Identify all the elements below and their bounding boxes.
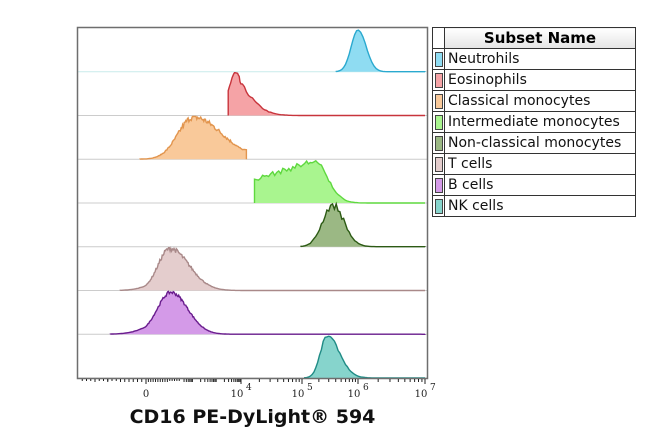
legend-swatch bbox=[434, 51, 443, 67]
legend-swatch-cell bbox=[432, 132, 445, 154]
histogram-fill bbox=[228, 72, 425, 116]
legend-row: Eosinophils bbox=[432, 69, 636, 91]
histogram-outline bbox=[253, 159, 425, 204]
legend-row: Non-classical monocytes bbox=[432, 132, 636, 154]
x-axis-ticks bbox=[81, 379, 426, 384]
histogram-outline bbox=[300, 201, 426, 248]
histogram-fill bbox=[139, 116, 247, 160]
legend-row: NK cells bbox=[432, 195, 636, 217]
legend-swatch bbox=[434, 114, 443, 130]
histogram-outline bbox=[227, 72, 425, 117]
plot-frame bbox=[76, 26, 429, 380]
legend-header-row: Subset Name bbox=[432, 27, 636, 49]
tick-label: 0 bbox=[143, 389, 149, 400]
tick-label-exponent: 7 bbox=[430, 383, 436, 393]
histogram-classical-monocytes bbox=[78, 115, 427, 160]
histogram-non-classical-monocytes bbox=[78, 201, 427, 248]
legend-label: Classical monocytes bbox=[444, 90, 636, 112]
tick-label-exponent: 4 bbox=[246, 383, 252, 393]
legend-swatch-cell bbox=[432, 174, 445, 196]
tick-label: 10 bbox=[231, 389, 244, 400]
legend-row: B cells bbox=[432, 174, 636, 196]
histogram-outline bbox=[109, 290, 426, 335]
legend-swatch-cell bbox=[432, 153, 445, 175]
histogram-neutrohils bbox=[78, 29, 427, 73]
histogram-fill bbox=[254, 160, 425, 203]
legend-swatch bbox=[434, 93, 443, 109]
histogram-fill bbox=[304, 336, 425, 378]
legend-swatch bbox=[434, 72, 443, 88]
legend: Subset Name Neutrohils Eosinophils Classic… bbox=[432, 27, 636, 217]
legend-swatch bbox=[434, 198, 443, 214]
legend-swatch-cell bbox=[432, 195, 445, 217]
histogram-intermediate-monocytes bbox=[78, 159, 427, 204]
histogram-fill bbox=[336, 30, 425, 72]
tick-label-exponent: 6 bbox=[363, 383, 369, 393]
legend-swatch bbox=[434, 177, 443, 193]
histogram-outline bbox=[335, 29, 426, 73]
legend-title: Subset Name bbox=[444, 27, 636, 49]
tick-label: 10 bbox=[415, 389, 428, 400]
legend-swatch bbox=[434, 135, 443, 151]
legend-header-spacer bbox=[432, 27, 445, 49]
legend-swatch-cell bbox=[432, 90, 445, 112]
legend-swatch-cell bbox=[432, 69, 445, 91]
tick-label: 10 bbox=[292, 389, 305, 400]
histogram-fill bbox=[110, 291, 426, 335]
legend-swatch-cell bbox=[432, 111, 445, 133]
legend-label: Eosinophils bbox=[444, 69, 636, 91]
legend-label: Neutrohils bbox=[444, 48, 636, 70]
legend-swatch-cell bbox=[432, 48, 445, 70]
histogram-outline bbox=[139, 115, 248, 160]
histogram-lanes bbox=[78, 29, 427, 379]
legend-row: Classical monocytes bbox=[432, 90, 636, 112]
legend-label: T cells bbox=[444, 153, 636, 175]
legend-label: B cells bbox=[444, 174, 636, 196]
histogram-eosinophils bbox=[78, 72, 427, 117]
tick-label: 10 bbox=[348, 389, 361, 400]
legend-label: NK cells bbox=[444, 195, 636, 217]
histogram-fill bbox=[300, 203, 425, 247]
tick-label-exponent: 5 bbox=[307, 383, 313, 393]
histogram-t-cells bbox=[78, 246, 427, 292]
legend-label: Intermediate monocytes bbox=[444, 111, 636, 133]
legend-row: Intermediate monocytes bbox=[432, 111, 636, 133]
legend-label: Non-classical monocytes bbox=[444, 132, 636, 154]
legend-row: Neutrohils bbox=[432, 48, 636, 70]
legend-row: T cells bbox=[432, 153, 636, 175]
histogram-fill bbox=[120, 247, 425, 291]
histogram-nk-cells bbox=[78, 335, 427, 379]
histogram-b-cells bbox=[78, 290, 427, 335]
x-axis-label: CD16 PE-DyLight® 594 bbox=[129, 406, 376, 428]
legend-swatch bbox=[434, 156, 443, 172]
histogram-outline bbox=[119, 246, 425, 292]
